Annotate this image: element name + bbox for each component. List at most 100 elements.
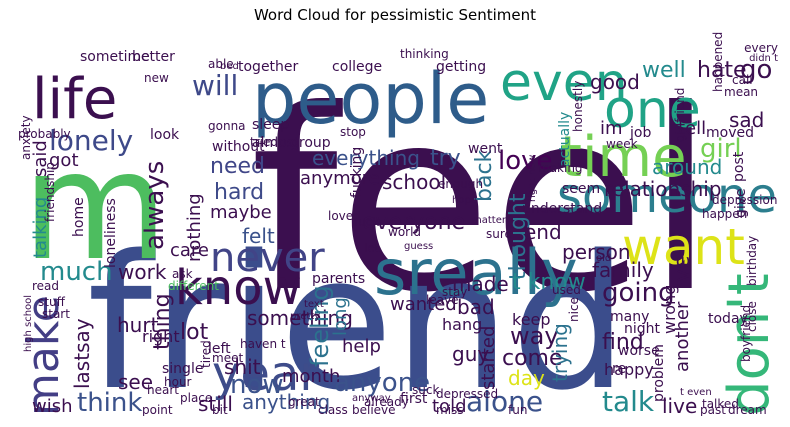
word-cloud-word: went [468,141,503,157]
word-cloud-word: dream [728,403,767,416]
word-cloud-word: friendship [43,162,57,222]
word-cloud-word: people [252,58,490,140]
word-cloud-word: lastsay [70,318,94,389]
word-cloud-word: making [538,161,583,175]
word-cloud-word: im [600,118,623,139]
word-cloud-word: around [652,155,723,179]
word-cloud-word: got [49,150,79,171]
word-cloud-word: care [170,240,210,261]
word-cloud-word: will [192,69,239,102]
word-cloud-word: parents [312,271,366,287]
word-cloud-word: probably [18,127,71,141]
word-cloud-word: depressed [436,387,499,401]
word-cloud-word: class [318,403,348,416]
word-cloud-word: able [208,57,234,71]
word-cloud-word: start [42,307,70,321]
word-cloud-word: without [212,139,265,155]
word-cloud-word: work [118,260,167,284]
word-cloud-word: loneliness [103,198,119,268]
word-cloud-word: first [400,391,428,407]
word-cloud-word: already [364,395,409,409]
word-cloud-word: well [642,58,686,83]
word-cloud-word: text [304,299,324,310]
word-cloud-word: different [168,279,219,293]
word-cloud-word: relationship [604,177,722,201]
word-cloud-word: close [745,301,759,332]
word-cloud-word: person [562,240,631,264]
word-cloud-word: anymore [300,168,380,189]
word-cloud-word: t know [512,270,586,295]
word-cloud-word: hurt [117,313,159,337]
word-cloud-word: bit [212,403,228,416]
word-cloud-word: felt [242,224,275,248]
word-cloud-word: stop [340,125,366,139]
word-cloud-word: way [510,322,559,350]
word-cloud-word: re [612,361,627,377]
word-cloud-word: guy [452,342,490,366]
word-cloud-word: feeling [306,285,334,367]
word-cloud-word: moved [706,125,754,141]
word-cloud-word: fuck [354,215,380,229]
word-cloud-word: help [342,336,381,357]
word-cloud-word: worse [618,343,660,359]
word-cloud-word: left [208,341,231,357]
word-cloud-word: hang [442,315,483,334]
word-cloud-word: still [198,392,233,416]
word-cloud-word: happened [711,32,725,93]
word-cloud-word: miss [436,403,464,416]
word-cloud-word: used [552,283,581,297]
word-cloud-word: sreally [374,236,578,309]
word-cloud-word: sure [486,227,512,241]
word-cloud-word: matter [472,215,506,226]
word-cloud-word: wrong [660,284,679,334]
word-cloud-word: everyone [362,210,466,235]
word-cloud-word: great [288,395,320,409]
word-cloud-word: world [388,225,422,239]
word-cloud-word: right now [527,154,538,202]
word-cloud-word: stay [442,285,468,299]
word-cloud-word: someone [557,168,777,224]
word-cloud-word: call [732,73,753,87]
word-cloud-word: life [32,67,118,132]
word-cloud-word: believe [352,403,396,416]
word-cloud-word: talk [602,385,655,416]
word-cloud-word: seem [562,181,601,197]
word-cloud-word: point [142,403,173,416]
word-cloud-word: trying [548,323,572,382]
word-cloud-word: suck [412,383,440,397]
word-cloud-word: right [142,327,180,346]
word-cloud-word: almost [252,135,300,151]
word-cloud-word: look [150,127,180,143]
word-cloud-word: much [40,257,113,287]
word-cloud-word: one [604,80,701,140]
word-cloud-word: hope [452,195,477,206]
word-cloud-word: post [731,151,747,182]
word-cloud-word: hour [164,375,192,389]
word-cloud-word: made [452,272,509,296]
word-cloud-word: girlfriend [673,87,687,142]
word-cloud-word: always [140,160,170,250]
word-cloud-word: friend [87,215,629,416]
word-cloud-word: home [71,197,87,237]
word-cloud-word: mean [724,85,759,99]
word-cloud-word: better [132,49,175,65]
word-cloud-word: many [610,309,650,325]
word-cloud-word: love [498,146,553,176]
word-cloud-word: haven t [240,337,286,351]
word-cloud-word: sometime [80,49,150,65]
word-cloud-word: didn t [749,53,778,64]
word-cloud-word: alone [466,385,544,416]
word-cloud-word: tried [250,135,278,149]
word-cloud-word: time [560,125,687,190]
word-cloud-word: bed [220,61,239,72]
word-cloud-word: find [602,330,644,355]
word-cloud-word: talked [702,397,739,411]
word-cloud-word: family [592,258,654,282]
word-cloud-word: come [502,346,563,371]
word-cloud-word: happy [604,360,654,379]
word-cloud-word: keep [512,310,551,329]
word-cloud-word: something [247,306,353,330]
word-cloud-word: guess [404,241,434,252]
word-cloud-word: happen [702,207,748,221]
word-cloud-word: sad [729,108,765,132]
